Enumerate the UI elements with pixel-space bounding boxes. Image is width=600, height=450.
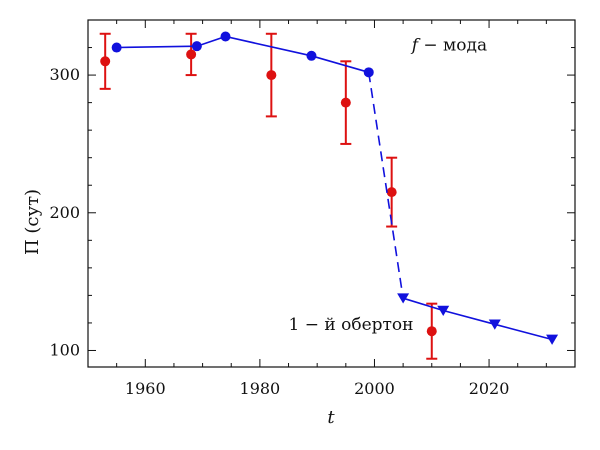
y-axis-title: Π (сут) [22, 189, 43, 255]
observed-point [426, 326, 437, 337]
transition-line [367, 72, 404, 299]
x-tick-label: 2000 [354, 379, 395, 398]
y-tick-label: 100 [49, 340, 80, 359]
overtone-model-point [546, 334, 559, 345]
observed-point [100, 56, 111, 67]
annotation-f-symbol: f [410, 35, 421, 55]
f-mode-model-point [220, 31, 231, 42]
f-mode-model-line [116, 35, 369, 74]
overtone-model-point [397, 293, 410, 304]
observed-point [386, 187, 397, 198]
annotation-overtone: 1 − й обертон [289, 315, 414, 335]
observed-point [340, 97, 351, 108]
x-tick-label: 1960 [125, 379, 166, 398]
y-tick-label: 200 [49, 203, 80, 222]
observed-point [186, 49, 197, 60]
x-axis-title: t [327, 407, 335, 428]
f-mode-model-point [306, 50, 317, 61]
f-mode-model-point [191, 41, 202, 52]
y-tick-label: 300 [49, 65, 80, 84]
overtone-model-point [488, 319, 501, 330]
overtone-model-point [437, 305, 450, 316]
f-mode-model-point [111, 42, 122, 53]
x-tick-label: 1980 [240, 379, 281, 398]
x-tick-label: 2020 [469, 379, 510, 398]
overtone-model-line [402, 297, 553, 341]
annotation-f-mode: f − мода [410, 35, 487, 55]
plot-frame [87, 19, 576, 368]
observed-point [266, 70, 277, 81]
annotation-text: − мода [418, 35, 487, 55]
